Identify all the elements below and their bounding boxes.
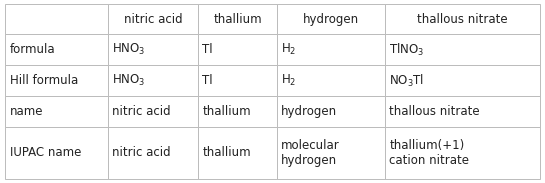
Bar xyxy=(5,96,107,127)
Text: thallium: thallium xyxy=(213,12,262,26)
Text: Tl: Tl xyxy=(202,43,213,56)
Text: H$_2$: H$_2$ xyxy=(281,73,296,88)
Text: Tl: Tl xyxy=(202,74,213,87)
Text: nitric acid: nitric acid xyxy=(112,146,171,160)
Bar xyxy=(5,65,107,96)
Text: HNO$_3$: HNO$_3$ xyxy=(112,73,146,88)
Text: thallous nitrate: thallous nitrate xyxy=(417,12,507,26)
Text: IUPAC name: IUPAC name xyxy=(10,146,81,160)
Bar xyxy=(198,127,277,179)
Text: hydrogen: hydrogen xyxy=(303,12,359,26)
Text: TlNO$_3$: TlNO$_3$ xyxy=(389,42,425,58)
Bar xyxy=(107,127,198,179)
Text: HNO$_3$: HNO$_3$ xyxy=(112,42,146,57)
Bar xyxy=(107,96,198,127)
Text: NO$_3$Tl: NO$_3$Tl xyxy=(389,72,425,89)
Text: formula: formula xyxy=(10,43,56,56)
Bar xyxy=(107,65,198,96)
Bar xyxy=(198,65,277,96)
Bar xyxy=(385,96,540,127)
Bar xyxy=(198,4,277,34)
Bar xyxy=(5,34,107,65)
Text: name: name xyxy=(10,105,43,118)
Bar xyxy=(198,96,277,127)
Bar xyxy=(385,65,540,96)
Text: nitric acid: nitric acid xyxy=(124,12,182,26)
Bar xyxy=(277,4,385,34)
Text: nitric acid: nitric acid xyxy=(112,105,171,118)
Text: thallium(+1)
cation nitrate: thallium(+1) cation nitrate xyxy=(389,139,469,167)
Bar xyxy=(277,127,385,179)
Text: Hill formula: Hill formula xyxy=(10,74,78,87)
Text: thallous nitrate: thallous nitrate xyxy=(389,105,480,118)
Bar xyxy=(5,127,107,179)
Bar xyxy=(385,4,540,34)
Bar xyxy=(277,34,385,65)
Text: thallium: thallium xyxy=(202,146,251,160)
Bar xyxy=(198,34,277,65)
Bar xyxy=(385,34,540,65)
Bar xyxy=(277,96,385,127)
Bar xyxy=(107,34,198,65)
Text: hydrogen: hydrogen xyxy=(281,105,337,118)
Bar xyxy=(107,4,198,34)
Text: H$_2$: H$_2$ xyxy=(281,42,296,57)
Bar xyxy=(277,65,385,96)
Bar xyxy=(5,4,107,34)
Text: molecular
hydrogen: molecular hydrogen xyxy=(281,139,340,167)
Bar xyxy=(385,127,540,179)
Text: thallium: thallium xyxy=(202,105,251,118)
